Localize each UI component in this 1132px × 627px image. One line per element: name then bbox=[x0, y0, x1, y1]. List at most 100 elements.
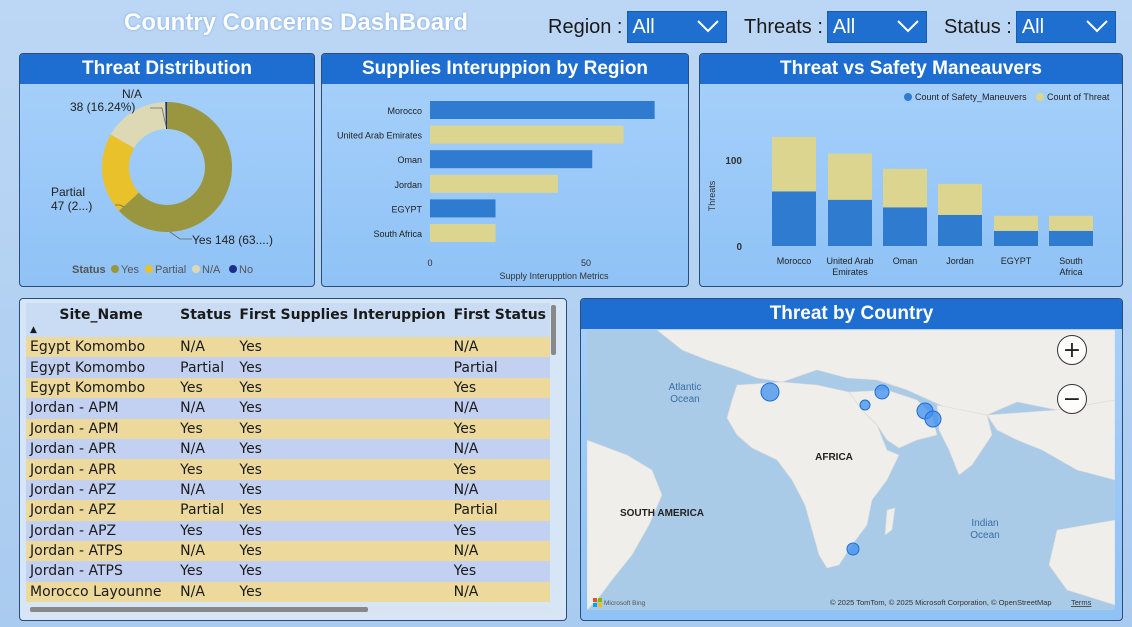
terms-link[interactable]: Terms bbox=[1071, 598, 1092, 607]
table-cell: Partial bbox=[176, 357, 236, 378]
yes-label: Yes 148 (63....) bbox=[192, 233, 273, 247]
threats-slicer-label: Threats : bbox=[744, 15, 823, 38]
table-row[interactable]: Egypt Komombo Yes Yes Yes bbox=[26, 377, 550, 399]
table-row[interactable]: Morocco Layounne N/A Yes N/A bbox=[26, 581, 550, 603]
table-row[interactable]: Jordan - ATPS N/A Yes N/A bbox=[26, 540, 550, 562]
dashboard-title: Country Concerns DashBoard bbox=[124, 9, 469, 36]
threat-safety-panel: Threat vs Safety Maneauvers Count of Saf… bbox=[699, 53, 1123, 287]
map-bubble-morocco[interactable] bbox=[760, 382, 780, 402]
legend-label: Yes bbox=[121, 264, 139, 276]
sort-ascending-icon[interactable]: ▲ bbox=[30, 325, 37, 335]
world-map[interactable]: Atlantic Ocean AFRICA SOUTH AMERICA Indi… bbox=[587, 330, 1115, 610]
threats-dropdown[interactable]: All bbox=[826, 11, 927, 43]
legend-title: Status bbox=[72, 264, 106, 276]
bar-safety-maneuvers[interactable] bbox=[994, 230, 1038, 246]
status-dropdown[interactable]: All bbox=[1015, 11, 1116, 43]
table-cell: Yes bbox=[176, 418, 236, 439]
threat-distribution-title: Threat Distribution bbox=[20, 54, 314, 84]
table-cell: Egypt Komombo bbox=[26, 357, 177, 378]
table-cell: Jordan - APM bbox=[26, 398, 177, 419]
map-canvas[interactable]: Atlantic Ocean AFRICA SOUTH AMERICA Indi… bbox=[587, 330, 1115, 610]
region-dropdown[interactable]: All bbox=[626, 11, 727, 43]
donut-chart[interactable]: N/A 38 (16.24%) Partial 47 (2...) Yes 14… bbox=[20, 84, 315, 287]
column-header-site-name[interactable]: Site_Name ▲ bbox=[26, 303, 177, 337]
vertical-scrollbar[interactable] bbox=[551, 305, 556, 355]
column-header-first-supplies[interactable]: First Supplies Interuppion bbox=[235, 303, 450, 337]
bar-threat[interactable] bbox=[994, 215, 1038, 231]
supplies-bar-chart[interactable]: 0 50 Supply Interupption Metrics Morocco… bbox=[322, 84, 689, 287]
bar-threat[interactable] bbox=[772, 136, 816, 192]
table-cell: Yes bbox=[235, 459, 450, 480]
map-bubble-oman[interactable] bbox=[924, 410, 942, 428]
column-header-first-status[interactable]: First Status bbox=[449, 303, 550, 337]
table-cell: Yes bbox=[235, 561, 450, 582]
status-slicer[interactable]: Status : All bbox=[944, 11, 1116, 43]
bar-threat[interactable] bbox=[828, 153, 872, 200]
donut-slice-na[interactable] bbox=[110, 102, 166, 148]
plus-icon: + bbox=[1062, 337, 1082, 363]
legend-marker bbox=[192, 265, 200, 273]
category-label: Oman bbox=[893, 256, 918, 266]
table-cell: Partial bbox=[176, 500, 236, 521]
map-bubble-south-africa[interactable] bbox=[846, 542, 860, 556]
site-table-scroll[interactable]: Site_Name ▲ Status First Supplies Interu… bbox=[26, 303, 554, 610]
bar-safety-maneuvers[interactable] bbox=[772, 191, 816, 246]
map-bubble-egypt[interactable] bbox=[859, 399, 871, 411]
category-label: South Africa bbox=[373, 229, 422, 239]
bar-threat[interactable] bbox=[938, 183, 982, 215]
bar[interactable] bbox=[430, 150, 593, 169]
table-row[interactable]: Jordan - APZ Partial Yes Partial bbox=[26, 500, 550, 521]
status-value: All bbox=[1021, 15, 1045, 38]
category-label: United Arab bbox=[826, 256, 873, 266]
threat-safety-chart[interactable]: Count of Safety_Maneuvers Count of Threa… bbox=[700, 84, 1123, 287]
bar-threat[interactable] bbox=[1049, 215, 1093, 231]
bar-safety-maneuvers[interactable] bbox=[883, 207, 927, 246]
table-cell: N/A bbox=[449, 540, 550, 562]
table-row[interactable]: Jordan - APM Yes Yes Yes bbox=[26, 418, 550, 439]
table-row[interactable]: Jordan - APR Yes Yes Yes bbox=[26, 459, 550, 480]
table-cell: N/A bbox=[449, 438, 550, 460]
table-cell: Yes bbox=[449, 561, 550, 582]
column-header-status[interactable]: Status bbox=[176, 303, 236, 337]
bar-threat[interactable] bbox=[883, 168, 927, 208]
table-row[interactable]: Egypt Komombo N/A Yes N/A bbox=[26, 337, 550, 358]
table-row[interactable]: Jordan - APZ N/A Yes N/A bbox=[26, 479, 550, 501]
bar-safety-maneuvers[interactable] bbox=[1049, 230, 1093, 246]
table-row[interactable]: Jordan - APZ Yes Yes Yes bbox=[26, 520, 550, 541]
table-cell: Yes bbox=[449, 459, 550, 480]
bar-safety-maneuvers[interactable] bbox=[938, 214, 982, 246]
bar[interactable] bbox=[430, 174, 558, 193]
donut-slice-no[interactable] bbox=[165, 102, 167, 130]
atlantic-label-2: Ocean bbox=[670, 394, 699, 405]
legend-marker bbox=[111, 265, 119, 273]
site-table-panel: Site_Name ▲ Status First Supplies Interu… bbox=[19, 298, 567, 621]
supplies-panel: Supplies Interuppion by Region 0 50 Supp… bbox=[321, 53, 689, 287]
table-cell: Jordan - APZ bbox=[26, 520, 177, 541]
donut-slice-yes[interactable] bbox=[118, 102, 233, 232]
horizontal-scrollbar[interactable] bbox=[30, 607, 368, 612]
bar[interactable] bbox=[430, 101, 655, 119]
madagascar-landmass bbox=[884, 507, 896, 536]
bar[interactable] bbox=[430, 199, 496, 218]
table-row[interactable]: Jordan - ATPS Yes Yes Yes bbox=[26, 561, 550, 582]
zoom-out-button[interactable]: − bbox=[1057, 384, 1087, 414]
donut-slice-partial[interactable] bbox=[102, 134, 139, 211]
legend-marker bbox=[229, 265, 237, 273]
threat-distribution-panel: Threat Distribution N/A 38 (16.24%) Part… bbox=[19, 53, 315, 287]
bar[interactable] bbox=[430, 125, 624, 144]
bar-safety-maneuvers[interactable] bbox=[828, 199, 872, 246]
table-row[interactable]: Jordan - APM N/A Yes N/A bbox=[26, 398, 550, 419]
bar[interactable] bbox=[430, 224, 496, 242]
table-cell: Yes bbox=[235, 540, 450, 562]
map-attribution: © 2025 TomTom, © 2025 Microsoft Corporat… bbox=[830, 598, 1052, 607]
threats-slicer[interactable]: Threats : All bbox=[744, 11, 927, 43]
zoom-in-button[interactable]: + bbox=[1057, 335, 1087, 365]
table-cell: Jordan - APR bbox=[26, 438, 177, 460]
table-row[interactable]: Egypt Komombo Partial Yes Partial bbox=[26, 357, 550, 378]
table-cell: Yes bbox=[235, 520, 450, 541]
threat-map-panel: Threat by Country Atlantic Ocean AFRICA … bbox=[580, 298, 1123, 621]
table-row[interactable]: Jordan - APR N/A Yes N/A bbox=[26, 438, 550, 460]
map-bubble-jordan[interactable] bbox=[874, 384, 890, 400]
region-slicer[interactable]: Region : All bbox=[548, 11, 727, 43]
table-cell: Yes bbox=[449, 520, 550, 541]
